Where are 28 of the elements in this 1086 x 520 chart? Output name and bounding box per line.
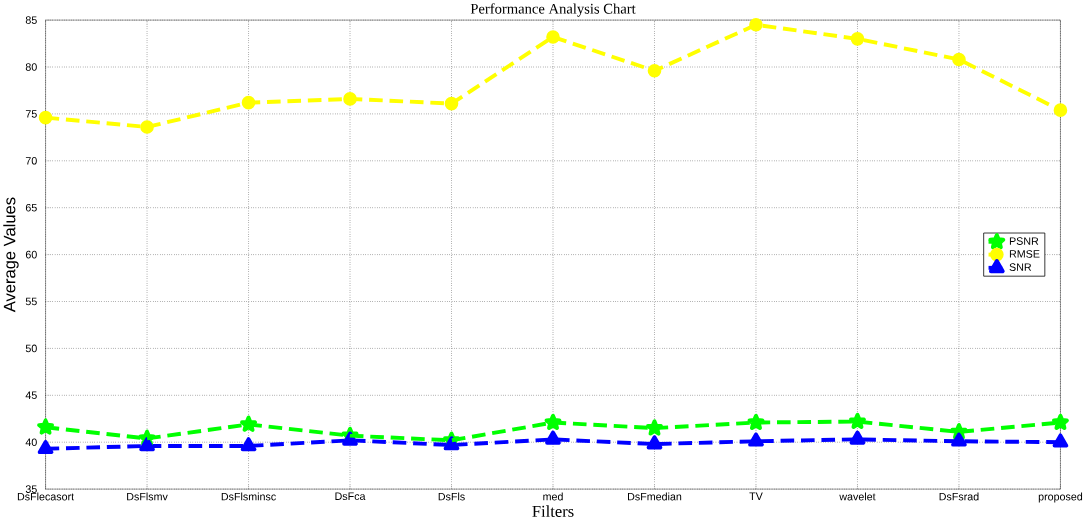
x-axis-title: Filters	[532, 505, 574, 517]
x-tick-label: DsFlsminsc	[221, 492, 276, 501]
y-tick-label: 75	[25, 110, 37, 118]
x-tick-label: DsFls	[438, 492, 465, 501]
x-tick-label: wavelet	[839, 492, 876, 501]
legend-label: PSNR	[1009, 237, 1039, 245]
y-tick-label: 50	[25, 344, 37, 353]
y-tick-label: 60	[25, 250, 37, 259]
y-tick-label: 35	[25, 485, 37, 493]
x-tick-label: TV	[749, 492, 763, 500]
y-tick-label: 85	[25, 16, 37, 24]
legend-label: SNR	[1009, 263, 1032, 271]
legend-label: RMSE	[1009, 250, 1040, 258]
x-tick-label: DsFmedian	[628, 492, 682, 501]
y-tick-label: 80	[25, 63, 37, 71]
x-tick-label: proposed	[1038, 492, 1083, 503]
y-tick-label: 55	[25, 297, 37, 306]
x-tick-label: DsFlecasort	[17, 492, 75, 501]
x-tick-label: med	[543, 492, 563, 501]
x-tick-label: DsFca	[335, 492, 366, 500]
y-tick-label: 40	[25, 438, 37, 446]
x-tick-label: DsFlsmv	[127, 492, 168, 501]
y-tick-label: 70	[25, 156, 37, 165]
y-axis-title: Average Values	[3, 197, 19, 313]
x-tick-label: DsFsrad	[939, 492, 979, 501]
y-tick-label: 65	[25, 203, 37, 212]
y-tick-label: 45	[25, 391, 37, 399]
chart-title: Performance Analysis Chart	[470, 3, 636, 17]
